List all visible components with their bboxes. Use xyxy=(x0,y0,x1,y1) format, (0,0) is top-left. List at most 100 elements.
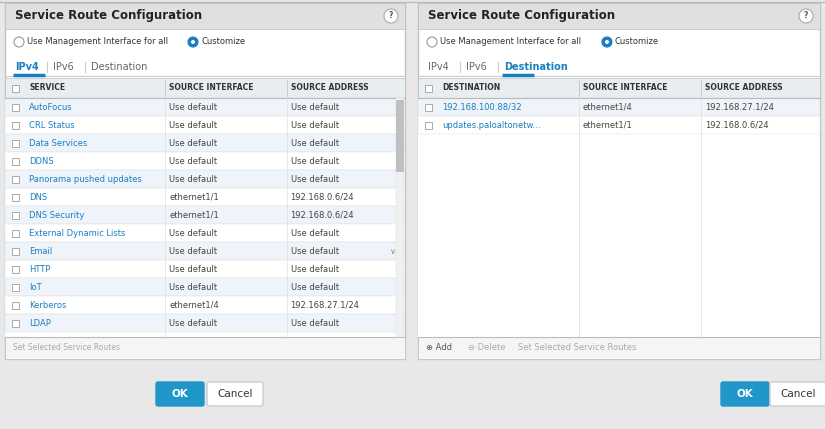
Bar xyxy=(5,3,405,29)
Text: Use default: Use default xyxy=(169,247,217,256)
Bar xyxy=(5,278,405,296)
Circle shape xyxy=(799,9,813,23)
Text: ⊕ Add: ⊕ Add xyxy=(426,344,452,353)
Text: IPv6: IPv6 xyxy=(466,62,487,72)
Text: 192.168.27.1/24: 192.168.27.1/24 xyxy=(705,103,774,112)
Text: Use default: Use default xyxy=(290,157,338,166)
Bar xyxy=(5,242,405,260)
Bar xyxy=(5,152,405,170)
Bar xyxy=(418,134,820,337)
Bar xyxy=(418,78,820,98)
Bar xyxy=(418,3,820,359)
Bar xyxy=(12,175,18,182)
Circle shape xyxy=(14,37,24,47)
Bar xyxy=(5,296,405,314)
Bar xyxy=(5,332,405,337)
Text: OK: OK xyxy=(737,389,753,399)
Bar xyxy=(12,302,18,308)
Bar xyxy=(5,206,405,224)
Text: Use default: Use default xyxy=(290,175,338,184)
Bar xyxy=(418,337,820,359)
Text: Use default: Use default xyxy=(169,139,217,148)
Bar xyxy=(5,337,405,359)
Circle shape xyxy=(602,37,612,47)
Text: SOURCE INTERFACE: SOURCE INTERFACE xyxy=(169,84,254,93)
Text: 192.168.100.88/32: 192.168.100.88/32 xyxy=(442,103,521,112)
Text: Set Selected Service Routes: Set Selected Service Routes xyxy=(13,344,120,353)
Text: ∨: ∨ xyxy=(390,247,396,256)
Text: Destination: Destination xyxy=(504,62,568,72)
Text: Customize: Customize xyxy=(615,37,659,46)
Text: SERVICE: SERVICE xyxy=(29,84,65,93)
Text: Use default: Use default xyxy=(169,318,217,327)
Text: Use default: Use default xyxy=(290,283,338,291)
Bar xyxy=(5,170,405,188)
Text: SOURCE ADDRESS: SOURCE ADDRESS xyxy=(290,84,368,93)
Text: DNS: DNS xyxy=(29,193,47,202)
Bar xyxy=(5,134,405,152)
Bar xyxy=(12,230,18,236)
Bar xyxy=(396,98,404,337)
Text: 192.168.0.6/24: 192.168.0.6/24 xyxy=(290,193,354,202)
Text: IPv4: IPv4 xyxy=(428,62,449,72)
Bar xyxy=(425,121,431,129)
Text: Cancel: Cancel xyxy=(217,389,252,399)
FancyBboxPatch shape xyxy=(207,382,263,406)
Bar xyxy=(425,103,431,111)
Bar xyxy=(418,116,820,134)
Text: 192.168.0.6/24: 192.168.0.6/24 xyxy=(290,211,354,220)
Text: IPv4: IPv4 xyxy=(15,62,39,72)
Text: ?: ? xyxy=(804,12,808,21)
Bar xyxy=(5,98,405,116)
Circle shape xyxy=(384,9,398,23)
Text: Use default: Use default xyxy=(169,229,217,238)
Bar xyxy=(418,3,820,29)
Text: DESTINATION: DESTINATION xyxy=(442,84,500,93)
Text: IoT: IoT xyxy=(29,283,41,291)
Bar xyxy=(418,98,820,116)
Text: Data Services: Data Services xyxy=(29,139,87,148)
Bar xyxy=(5,260,405,278)
Text: ethernet1/1: ethernet1/1 xyxy=(169,211,219,220)
Text: updates.paloaltonetw...: updates.paloaltonetw... xyxy=(442,121,540,130)
Bar xyxy=(396,100,404,172)
Text: External Dynamic Lists: External Dynamic Lists xyxy=(29,229,125,238)
Text: DNS Security: DNS Security xyxy=(29,211,84,220)
Text: Use default: Use default xyxy=(290,229,338,238)
Bar xyxy=(12,139,18,146)
Text: Customize: Customize xyxy=(201,37,245,46)
Text: Destination: Destination xyxy=(91,62,148,72)
Text: ethernet1/4: ethernet1/4 xyxy=(583,103,633,112)
Text: Use Management Interface for all: Use Management Interface for all xyxy=(27,37,168,46)
Bar xyxy=(425,85,431,91)
Text: Cancel: Cancel xyxy=(780,389,816,399)
Bar xyxy=(5,116,405,134)
Text: IPv6: IPv6 xyxy=(53,62,73,72)
Text: OK: OK xyxy=(172,389,188,399)
Bar xyxy=(5,188,405,206)
Bar xyxy=(12,248,18,254)
FancyBboxPatch shape xyxy=(770,382,825,406)
Text: Use Management Interface for all: Use Management Interface for all xyxy=(440,37,581,46)
Text: SOURCE ADDRESS: SOURCE ADDRESS xyxy=(705,84,783,93)
Bar xyxy=(12,193,18,200)
Text: ethernet1/4: ethernet1/4 xyxy=(169,300,219,309)
Bar xyxy=(12,85,18,91)
Bar xyxy=(12,211,18,218)
Text: Use default: Use default xyxy=(169,175,217,184)
Text: Use default: Use default xyxy=(290,318,338,327)
Text: Use default: Use default xyxy=(290,265,338,274)
Text: Service Route Configuration: Service Route Configuration xyxy=(15,9,202,22)
Text: Set Selected Service Routes: Set Selected Service Routes xyxy=(518,344,636,353)
Text: Use default: Use default xyxy=(169,121,217,130)
Circle shape xyxy=(191,40,195,44)
Text: ethernet1/1: ethernet1/1 xyxy=(583,121,633,130)
Text: Use default: Use default xyxy=(290,139,338,148)
Text: 192.168.0.6/24: 192.168.0.6/24 xyxy=(705,121,769,130)
Text: LDAP: LDAP xyxy=(29,318,51,327)
Text: Panorama pushed updates: Panorama pushed updates xyxy=(29,175,142,184)
Text: Use default: Use default xyxy=(169,103,217,112)
Text: ethernet1/1: ethernet1/1 xyxy=(169,193,219,202)
FancyBboxPatch shape xyxy=(156,382,204,406)
Bar xyxy=(12,157,18,164)
